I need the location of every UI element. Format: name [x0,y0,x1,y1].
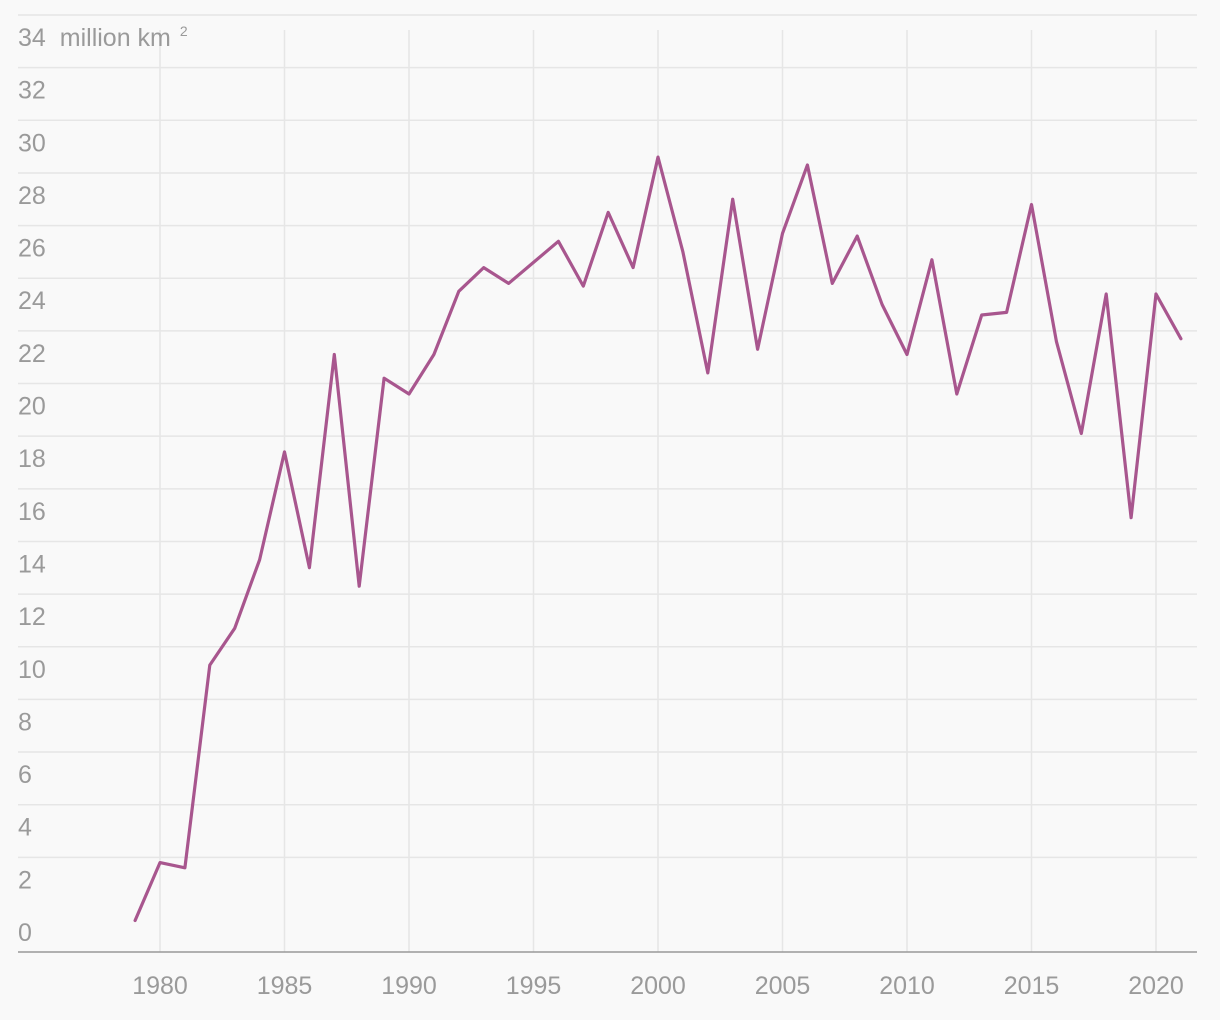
data-point-1991 [432,353,436,356]
data-point-1985 [283,450,286,454]
data-point-1993 [482,266,485,269]
data-point-1994 [507,282,510,285]
data-point-2017 [1080,432,1083,435]
data-point-1988 [358,585,361,588]
data-point-1997 [582,284,585,288]
data-point-2016 [1055,340,1058,343]
data-point-1989 [382,377,386,380]
data-point-1986 [308,566,311,569]
y-tick-label-6: 6 [18,761,32,789]
data-point-2018 [1105,292,1108,296]
y-tick-label-32: 32 [18,77,46,105]
data-point-1987 [333,353,336,356]
y-tick-label-16: 16 [18,498,46,526]
y-tick-label-22: 22 [18,340,46,368]
y-unit-superscript: 2 [180,23,188,39]
y-tick-label-8: 8 [18,708,32,736]
data-point-2005 [781,232,784,235]
data-point-2011 [930,258,934,261]
data-point-2010 [905,353,909,356]
data-point-1999 [631,266,635,269]
y-unit-label: 34 million km 2 [18,23,188,52]
x-tick-label-2020: 2020 [1128,972,1184,1000]
data-point-1998 [607,211,610,214]
y-unit-text: million km [60,24,171,52]
data-point-2015 [1030,203,1033,206]
data-point-2001 [681,250,685,254]
x-tick-label-1980: 1980 [132,972,188,1000]
x-tick-label-2010: 2010 [879,972,935,1000]
y-tick-label-28: 28 [18,182,46,210]
data-point-2007 [831,282,834,285]
x-tick-label-1985: 1985 [257,972,313,1000]
data-point-2003 [731,198,734,201]
y-tick-label-12: 12 [18,603,46,631]
y-tick-label-0: 0 [18,919,32,947]
data-point-2019 [1129,516,1133,519]
y-tick-label-26: 26 [18,235,46,263]
data-point-2000 [656,155,660,159]
data-point-1981 [183,866,187,869]
x-tick-label-2005: 2005 [755,972,811,1000]
data-point-2009 [880,303,884,306]
data-point-1992 [457,290,460,293]
x-tick-labels: 1980 1985 1990 1995 2000 2005 2010 2015 2020 [132,972,1184,1000]
data-point-2021 [1179,337,1183,340]
y-tick-label-top: 34 [18,24,46,52]
series-group [133,155,1183,923]
data-point-2002 [706,371,709,375]
y-gridlines [18,14,1197,859]
y-tick-label-2: 2 [18,866,32,894]
data-point-1996 [557,240,560,243]
y-tick-label-24: 24 [18,287,46,315]
data-point-1995 [532,261,535,264]
data-point-2020 [1154,292,1158,296]
x-tick-label-2000: 2000 [630,972,686,1000]
data-point-1983 [233,627,236,630]
data-point-2013 [980,313,983,317]
data-point-1984 [258,558,261,561]
data-point-2006 [806,163,809,167]
data-point-1979 [133,919,137,922]
data-point-2004 [756,348,759,351]
y-tick-label-18: 18 [18,445,46,473]
x-tick-label-1990: 1990 [381,972,437,1000]
data-point-1980 [158,861,162,864]
y-tick-label-10: 10 [18,656,46,684]
x-gridlines [159,30,1157,952]
x-tick-label-1995: 1995 [506,972,562,1000]
y-tick-label-30: 30 [18,129,46,157]
data-point-1982 [208,663,211,667]
data-point-1990 [407,392,411,396]
y-tick-label-4: 4 [18,814,32,842]
data-point-2008 [856,234,859,238]
x-tick-label-2015: 2015 [1004,972,1060,1000]
data-point-2012 [955,392,958,396]
y-tick-label-14: 14 [18,550,46,578]
y-tick-label-20: 20 [18,393,46,421]
data-point-2014 [1005,311,1008,314]
